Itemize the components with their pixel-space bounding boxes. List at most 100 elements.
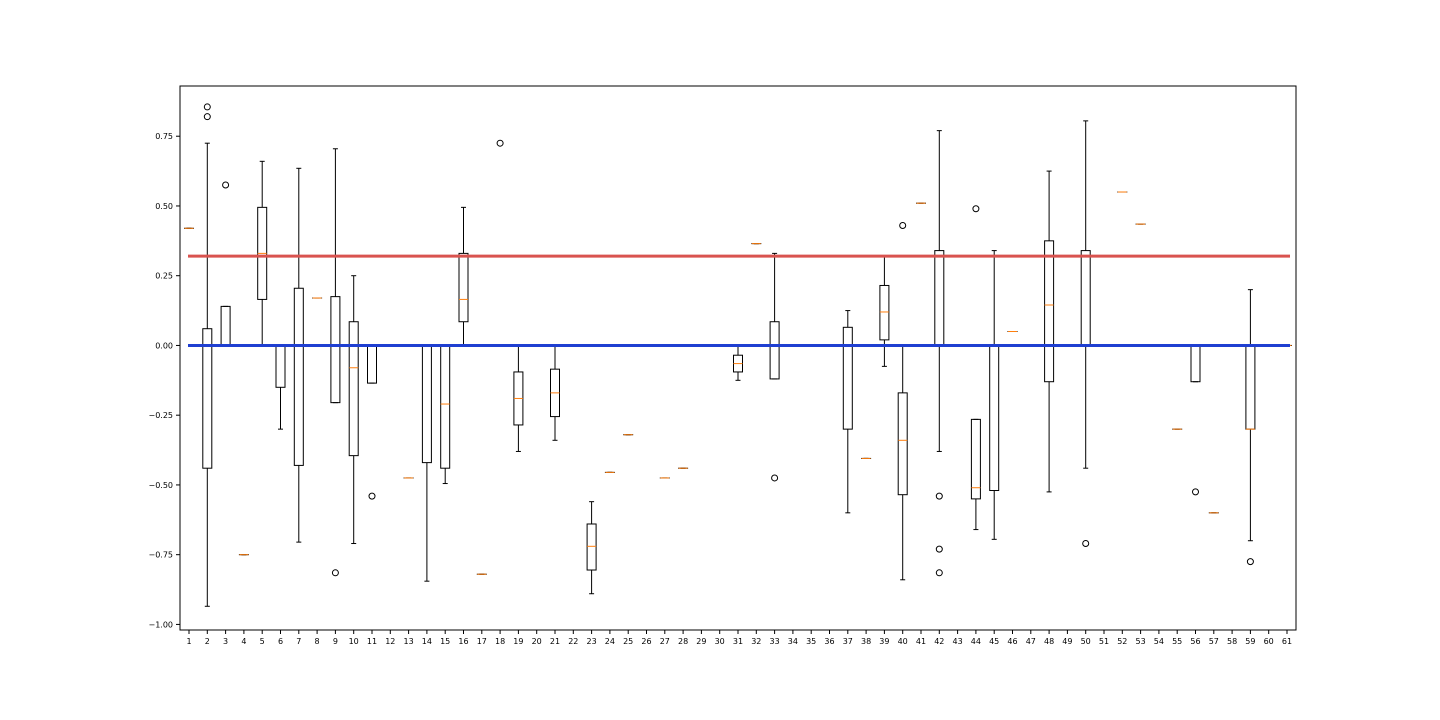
x-tick-label: 28 <box>678 637 688 646</box>
x-tick-label: 16 <box>458 637 468 646</box>
x-tick-label: 44 <box>971 637 981 646</box>
outlier-point <box>935 545 943 553</box>
outlier-point <box>368 492 376 500</box>
outlier-point <box>899 221 907 229</box>
x-tick-label: 58 <box>1227 637 1237 646</box>
y-tick-label: −0.25 <box>148 411 173 420</box>
x-tick-label: 50 <box>1081 637 1091 646</box>
x-tick-label: 59 <box>1245 637 1255 646</box>
x-tick-label: 12 <box>385 637 395 646</box>
box-48 <box>1044 170 1055 493</box>
x-tick-label: 24 <box>605 637 615 646</box>
outlier-point <box>203 103 211 111</box>
x-tick-label: 22 <box>568 637 578 646</box>
x-axis: 1 2 3 4 5 6 7 8 9 10 11 12 13 14 15 16 17 18 19 20 21 22 23 24 2… <box>186 630 1292 646</box>
box-iqr <box>458 252 469 323</box>
x-tick-label: 21 <box>550 637 560 646</box>
x-tick-label: 38 <box>861 637 871 646</box>
x-tick-label: 36 <box>824 637 834 646</box>
y-tick-label: −0.50 <box>148 481 173 490</box>
x-tick-label: 51 <box>1099 637 1109 646</box>
x-tick-label: 31 <box>733 637 743 646</box>
plot-area <box>184 103 1292 607</box>
x-tick-label: 33 <box>770 637 780 646</box>
x-tick-label: 9 <box>333 637 338 646</box>
y-tick-label: −1.00 <box>148 620 173 629</box>
box-40 <box>897 221 908 581</box>
x-tick-label: 17 <box>477 637 487 646</box>
box-iqr <box>769 321 780 380</box>
outlier-point <box>1192 488 1199 496</box>
x-tick-label: 20 <box>532 637 542 646</box>
box-23 <box>586 501 597 595</box>
x-tick-label: 54 <box>1154 637 1164 646</box>
x-tick-label: 47 <box>1026 637 1036 646</box>
y-tick-label: −0.75 <box>148 551 173 560</box>
box-10 <box>348 275 359 545</box>
x-tick-label: 3 <box>223 637 228 646</box>
x-tick-label: 18 <box>495 637 505 646</box>
x-tick-label: 1 <box>186 637 191 646</box>
y-tick-label: 0.00 <box>155 341 173 350</box>
outlier-point <box>935 569 943 577</box>
box-iqr <box>970 418 981 500</box>
outlier-point <box>771 474 779 482</box>
box-iqr <box>879 284 890 341</box>
box-iqr <box>897 392 908 496</box>
box-iqr <box>202 328 213 469</box>
x-tick-label: 10 <box>349 637 359 646</box>
x-tick-label: 30 <box>715 637 725 646</box>
x-tick-label: 27 <box>660 637 670 646</box>
x-tick-label: 45 <box>989 637 999 646</box>
x-tick-label: 26 <box>641 637 651 646</box>
x-tick-label: 46 <box>1007 637 1017 646</box>
box-42 <box>934 130 945 577</box>
outlier-point <box>935 492 943 500</box>
x-tick-label: 4 <box>241 637 246 646</box>
x-tick-label: 48 <box>1044 637 1054 646</box>
box-37 <box>842 310 853 514</box>
x-tick-label: 35 <box>806 637 816 646</box>
box-iqr <box>1044 240 1055 383</box>
x-tick-label: 43 <box>953 637 963 646</box>
x-tick-label: 57 <box>1209 637 1219 646</box>
outlier-point <box>972 205 980 213</box>
x-tick-label: 41 <box>916 637 926 646</box>
outlier-point <box>496 139 504 147</box>
x-tick-label: 6 <box>278 637 283 646</box>
x-tick-label: 11 <box>367 637 377 646</box>
x-tick-label: 37 <box>843 637 853 646</box>
x-tick-label: 5 <box>260 637 265 646</box>
x-tick-label: 15 <box>440 637 450 646</box>
x-tick-label: 7 <box>296 637 301 646</box>
x-tick-label: 60 <box>1264 637 1274 646</box>
y-axis: −1.00 −0.75 −0.50 −0.25 0.00 0.25 0.50 0.75 <box>148 132 180 629</box>
x-tick-label: 23 <box>587 637 597 646</box>
x-tick-label: 40 <box>898 637 908 646</box>
box-iqr <box>330 296 341 404</box>
x-tick-label: 8 <box>315 637 320 646</box>
x-tick-label: 19 <box>513 637 523 646</box>
box-39 <box>879 255 890 367</box>
box-iqr <box>293 287 304 466</box>
x-tick-label: 25 <box>623 637 633 646</box>
x-tick-label: 2 <box>205 637 210 646</box>
box-44 <box>970 205 981 531</box>
x-tick-label: 49 <box>1062 637 1072 646</box>
y-tick-label: 0.50 <box>155 202 173 211</box>
x-tick-label: 55 <box>1172 637 1182 646</box>
outlier-point <box>331 569 339 577</box>
x-tick-label: 42 <box>934 637 944 646</box>
box-iqr <box>586 523 597 571</box>
x-tick-label: 32 <box>751 637 761 646</box>
box-iqr <box>348 321 359 457</box>
x-tick-label: 34 <box>788 637 798 646</box>
axes-frame <box>179 85 1297 631</box>
x-tick-label: 52 <box>1117 637 1127 646</box>
y-tick-label: 0.25 <box>155 272 173 281</box>
outlier-point <box>222 181 230 189</box>
outlier-point <box>1082 540 1090 548</box>
box-5 <box>257 160 268 346</box>
x-tick-label: 13 <box>404 637 414 646</box>
